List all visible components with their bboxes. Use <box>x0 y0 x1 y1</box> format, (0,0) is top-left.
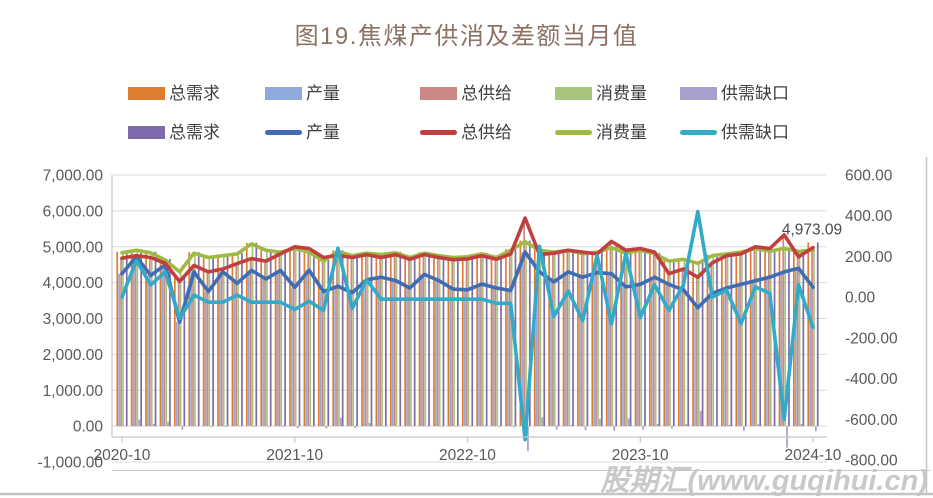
line-production <box>120 250 815 324</box>
bars-0-demand <box>116 240 810 427</box>
legend-item-line-3: 消费量 <box>555 123 647 142</box>
svg-text:400.00: 400.00 <box>845 208 893 225</box>
legend-swatch-bar <box>128 87 165 100</box>
svg-text:-800.00: -800.00 <box>845 453 898 470</box>
svg-text:2024-10: 2024-10 <box>785 447 842 464</box>
svg-text:1,000.00: 1,000.00 <box>43 383 104 400</box>
legend-swatch-line <box>420 130 457 135</box>
legend-swatch-bar <box>265 87 302 100</box>
legend-label: 总需求 <box>169 84 220 103</box>
legend-item-bar-0: 总需求 <box>128 84 220 103</box>
line-supply <box>120 216 815 284</box>
legend-label: 总需求 <box>169 123 220 142</box>
svg-text:7,000.00: 7,000.00 <box>43 168 104 185</box>
svg-text:-600.00: -600.00 <box>845 412 898 429</box>
svg-text:600.00: 600.00 <box>845 168 893 185</box>
legend-item-bar-1: 产量 <box>265 84 340 103</box>
legend-label: 总供给 <box>461 84 512 103</box>
legend-label: 产量 <box>306 84 340 103</box>
legend-label: 供需缺口 <box>721 123 789 142</box>
bars-3-consumption <box>122 241 815 427</box>
svg-text:2,000.00: 2,000.00 <box>43 347 104 364</box>
left-axis-labels: 7,000.00 6,000.00 5,000.00 4,000.00 3,000.00… <box>38 168 104 472</box>
legend-swatch-bar <box>680 87 717 100</box>
legend-swatch-bar <box>555 87 592 100</box>
svg-text:4,000.00: 4,000.00 <box>43 275 104 292</box>
legend-swatch-bar <box>128 126 165 139</box>
svg-text:2020-10: 2020-10 <box>94 447 151 464</box>
legend-item-bar-2: 总供给 <box>420 84 512 103</box>
bars-5-demand <box>125 240 819 427</box>
legend-item-line-2: 总供给 <box>420 123 512 142</box>
legend-swatch-line <box>680 130 717 135</box>
legend-item-bar-3: 消费量 <box>555 84 647 103</box>
legend-label: 消费量 <box>596 123 647 142</box>
svg-text:2022-10: 2022-10 <box>439 447 496 464</box>
svg-text:0.00: 0.00 <box>73 419 104 436</box>
legend-label: 产量 <box>306 123 340 142</box>
legend-label: 供需缺口 <box>721 84 789 103</box>
legend-item-bar-4: 供需缺口 <box>680 84 789 103</box>
svg-text:2023-10: 2023-10 <box>612 447 669 464</box>
svg-text:-200.00: -200.00 <box>845 330 898 347</box>
legend-label: 消费量 <box>596 84 647 103</box>
svg-text:6,000.00: 6,000.00 <box>43 203 104 220</box>
chart-title: 图19.焦煤产供消及差额当月值 <box>294 23 639 50</box>
x-axis-labels: 2020-10 2021-10 2022-10 2023-10 2024-10 <box>94 447 842 464</box>
legend-label: 总供给 <box>461 123 512 142</box>
legend-item-line-4: 供需缺口 <box>680 123 789 142</box>
chart-borders <box>0 157 933 496</box>
legend-swatch-line <box>265 130 302 135</box>
svg-text:-400.00: -400.00 <box>845 371 898 388</box>
svg-text:5,000.00: 5,000.00 <box>43 239 104 256</box>
svg-text:3,000.00: 3,000.00 <box>43 311 104 328</box>
legend-item-line-0: 总需求 <box>128 123 220 142</box>
svg-text:200.00: 200.00 <box>845 249 893 266</box>
line-consumption <box>120 239 815 274</box>
line-gap <box>120 209 815 442</box>
bars-2-supply <box>120 218 813 427</box>
right-axis-labels: 600.00 400.00 200.00 0.00 -200.00 -400.00 -600… <box>845 168 898 470</box>
data-label-annotation: 4,973.09 <box>782 222 842 239</box>
axis-lines <box>111 175 930 471</box>
watermark-text: 股期汇(www.guqihui.cn) <box>599 465 928 497</box>
legend-swatch-line <box>555 130 592 135</box>
svg-text:-1,000.00: -1,000.00 <box>38 455 104 472</box>
bars-1-production <box>118 252 811 427</box>
legend-item-line-1: 产量 <box>265 123 340 142</box>
svg-text:0.00: 0.00 <box>845 290 876 307</box>
legend-swatch-bar <box>420 87 457 100</box>
svg-text:2021-10: 2021-10 <box>266 447 323 464</box>
